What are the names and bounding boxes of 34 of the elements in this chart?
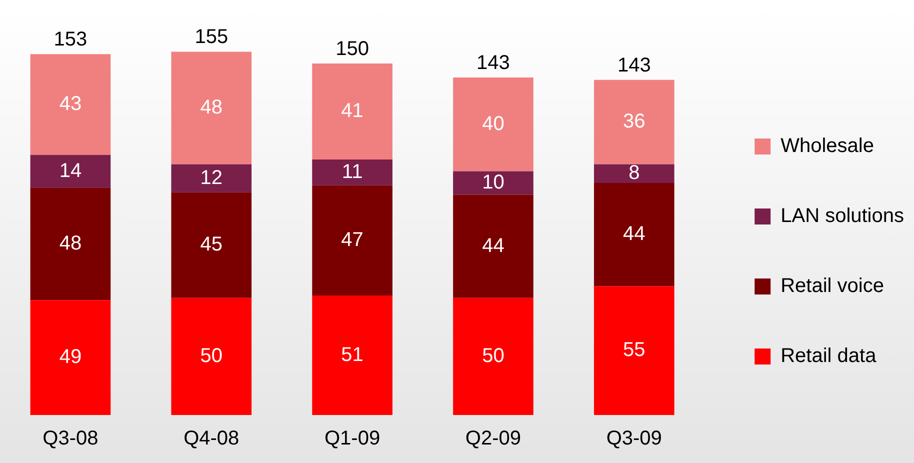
data-label: 8 [628, 162, 640, 184]
legend-label: Retail voice [780, 275, 884, 298]
data-label: 41 [341, 100, 364, 122]
total-label: 143 [617, 54, 651, 76]
legend-label: Retail data [780, 345, 878, 368]
data-label: 47 [341, 228, 364, 251]
x-tick-label: Q2-09 [465, 428, 522, 450]
total-label: 143 [476, 52, 510, 74]
data-label: 40 [482, 112, 504, 135]
data-label: 10 [482, 171, 504, 194]
total-label: 150 [336, 38, 369, 60]
data-label: 49 [59, 346, 82, 368]
total-label: 153 [54, 28, 88, 51]
data-label: 48 [200, 96, 223, 118]
x-tick-label: Q3-09 [606, 428, 662, 450]
data-label: 14 [59, 160, 82, 182]
data-label: 36 [623, 110, 646, 133]
data-label: 12 [200, 166, 223, 189]
data-label: 50 [482, 344, 504, 367]
data-label: 55 [623, 339, 646, 362]
data-label: 44 [482, 234, 504, 257]
data-label: 50 [200, 344, 223, 367]
total-label: 155 [194, 26, 228, 48]
data-label: 45 [200, 234, 223, 256]
data-label: 48 [59, 232, 82, 254]
x-tick-label: Q3-08 [42, 428, 98, 450]
legend-label: LAN solutions [780, 205, 904, 228]
x-tick-label: Q1-09 [324, 428, 380, 450]
legend-label: Wholesale [780, 135, 874, 158]
x-tick-label: Q4-08 [184, 428, 240, 450]
data-label: 11 [342, 160, 363, 183]
data-label: 51 [341, 344, 364, 366]
data-label: 44 [623, 223, 646, 246]
data-label: 43 [59, 92, 82, 115]
